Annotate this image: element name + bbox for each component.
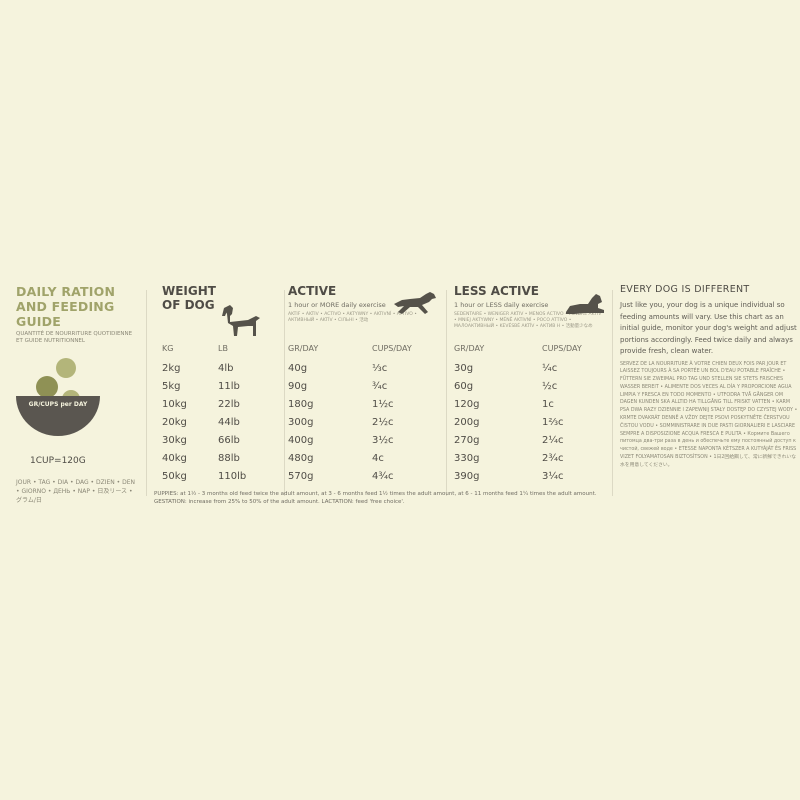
less-active-header-block: LESS ACTIVE 1 hour or LESS daily exercis…: [454, 284, 614, 330]
column-divider: [284, 290, 285, 496]
info-translations: SERVEZ DE LA NOURRITURE À VOTRE CHIEN DE…: [620, 361, 798, 468]
active-cups-cell: 2½c: [372, 417, 394, 428]
weight-lb-cell: 88lb: [218, 453, 240, 464]
less-active-gr-cell: 30g: [454, 363, 474, 374]
running-dog-icon: [394, 292, 436, 314]
guide-title: DAILY RATION AND FEEDING GUIDE: [16, 284, 116, 329]
active-gr-column-header: GR/DAY: [288, 344, 319, 353]
active-cups-column-header: CUPS/DAY: [372, 344, 412, 353]
puppy-footnote: PUPPIES: at 1½ - 3 months old feed twice…: [154, 491, 597, 505]
info-title: EVERY DOG IS DIFFERENT: [620, 284, 750, 295]
guide-subtitle: QUANTITÉ DE NOURRITURE QUOTIDIENNE ET GU…: [16, 331, 133, 344]
weight-header: WEIGHT OF DOG: [162, 284, 216, 312]
less-active-gr-cell: 330g: [454, 453, 480, 464]
weight-kg-cell: 20kg: [162, 417, 187, 428]
active-header: ACTIVE: [288, 284, 337, 298]
less-active-cups-cell: ½c: [542, 381, 558, 392]
less-active-gr-cell: 60g: [454, 381, 474, 392]
weight-header-block: WEIGHT OF DOG: [162, 284, 272, 312]
weight-lb-cell: 66lb: [218, 435, 240, 446]
standing-dog-icon: [222, 305, 260, 336]
weight-kg-cell: 30kg: [162, 435, 187, 446]
kibble-icon: [36, 376, 58, 398]
less-active-gr-cell: 120g: [454, 399, 480, 410]
less-active-cups-column-header: CUPS/DAY: [542, 344, 582, 353]
less-active-subtitle: 1 hour or LESS daily exercise: [454, 301, 549, 309]
weight-kg-cell: 5kg: [162, 381, 181, 392]
weight-kg-cell: 50kg: [162, 471, 187, 482]
active-gr-cell: 300g: [288, 417, 314, 428]
active-translations: AKTIF • AKTIV • ACTIVO • AKTYWNY • AKTIV…: [288, 312, 417, 323]
per-day-translations: JOUR • TAG • DIA • DAG • DZIEN • DEN • G…: [16, 479, 136, 504]
weight-lb-cell: 22lb: [218, 399, 240, 410]
active-gr-cell: 570g: [288, 471, 314, 482]
weight-lb-cell: 44lb: [218, 417, 240, 428]
active-cups-cell: ⅓c: [372, 363, 388, 374]
less-active-translations: SEDENTAIRE • WENIGER AKTIV • MENOS ACTIV…: [454, 312, 602, 329]
active-cups-cell: 4c: [372, 453, 384, 464]
less-active-cups-cell: ¼c: [542, 363, 558, 374]
kg-column-header: KG: [162, 344, 174, 353]
less-active-cups-cell: 3¼c: [542, 471, 564, 482]
guide-title-block: DAILY RATION AND FEEDING GUIDE QUANTITÉ …: [16, 284, 140, 345]
weight-lb-cell: 11lb: [218, 381, 240, 392]
info-block: EVERY DOG IS DIFFERENT Just like you, yo…: [620, 284, 800, 470]
less-active-cups-cell: 1c: [542, 399, 554, 410]
weight-lb-cell: 4lb: [218, 363, 234, 374]
active-header-block: ACTIVE 1 hour or MORE daily exercise AKT…: [288, 284, 448, 324]
column-divider: [612, 290, 613, 496]
less-active-gr-column-header: GR/DAY: [454, 344, 485, 353]
bowl-illustration: GR/CUPS per DAY: [16, 356, 100, 442]
weight-kg-cell: 2kg: [162, 363, 181, 374]
less-active-cups-cell: 2¼c: [542, 435, 564, 446]
active-gr-cell: 180g: [288, 399, 314, 410]
lying-dog-icon: [566, 294, 604, 314]
less-active-gr-cell: 390g: [454, 471, 480, 482]
column-divider: [146, 290, 147, 496]
active-gr-cell: 40g: [288, 363, 308, 374]
less-active-gr-cell: 270g: [454, 435, 480, 446]
active-gr-cell: 90g: [288, 381, 308, 392]
weight-kg-cell: 40kg: [162, 453, 187, 464]
active-cups-cell: ¾c: [372, 381, 388, 392]
bowl-label: GR/CUPS per DAY: [28, 401, 88, 408]
weight-lb-cell: 110lb: [218, 471, 247, 482]
info-body: Just like you, your dog is a unique indi…: [620, 301, 797, 355]
lb-column-header: LB: [218, 344, 228, 353]
feeding-guide-panel: DAILY RATION AND FEEDING GUIDE QUANTITÉ …: [12, 284, 800, 510]
less-active-gr-cell: 200g: [454, 417, 480, 428]
active-cups-cell: 1½c: [372, 399, 394, 410]
less-active-header: LESS ACTIVE: [454, 284, 539, 298]
column-divider: [446, 290, 447, 496]
cup-conversion: 1CUP=120G: [30, 456, 86, 466]
active-gr-cell: 480g: [288, 453, 314, 464]
weight-kg-cell: 10kg: [162, 399, 187, 410]
less-active-cups-cell: 1⅔c: [542, 417, 564, 428]
active-gr-cell: 400g: [288, 435, 314, 446]
active-subtitle: 1 hour or MORE daily exercise: [288, 301, 386, 309]
kibble-icon: [56, 358, 76, 378]
active-cups-cell: 4¾c: [372, 471, 394, 482]
less-active-cups-cell: 2¾c: [542, 453, 564, 464]
active-cups-cell: 3½c: [372, 435, 394, 446]
